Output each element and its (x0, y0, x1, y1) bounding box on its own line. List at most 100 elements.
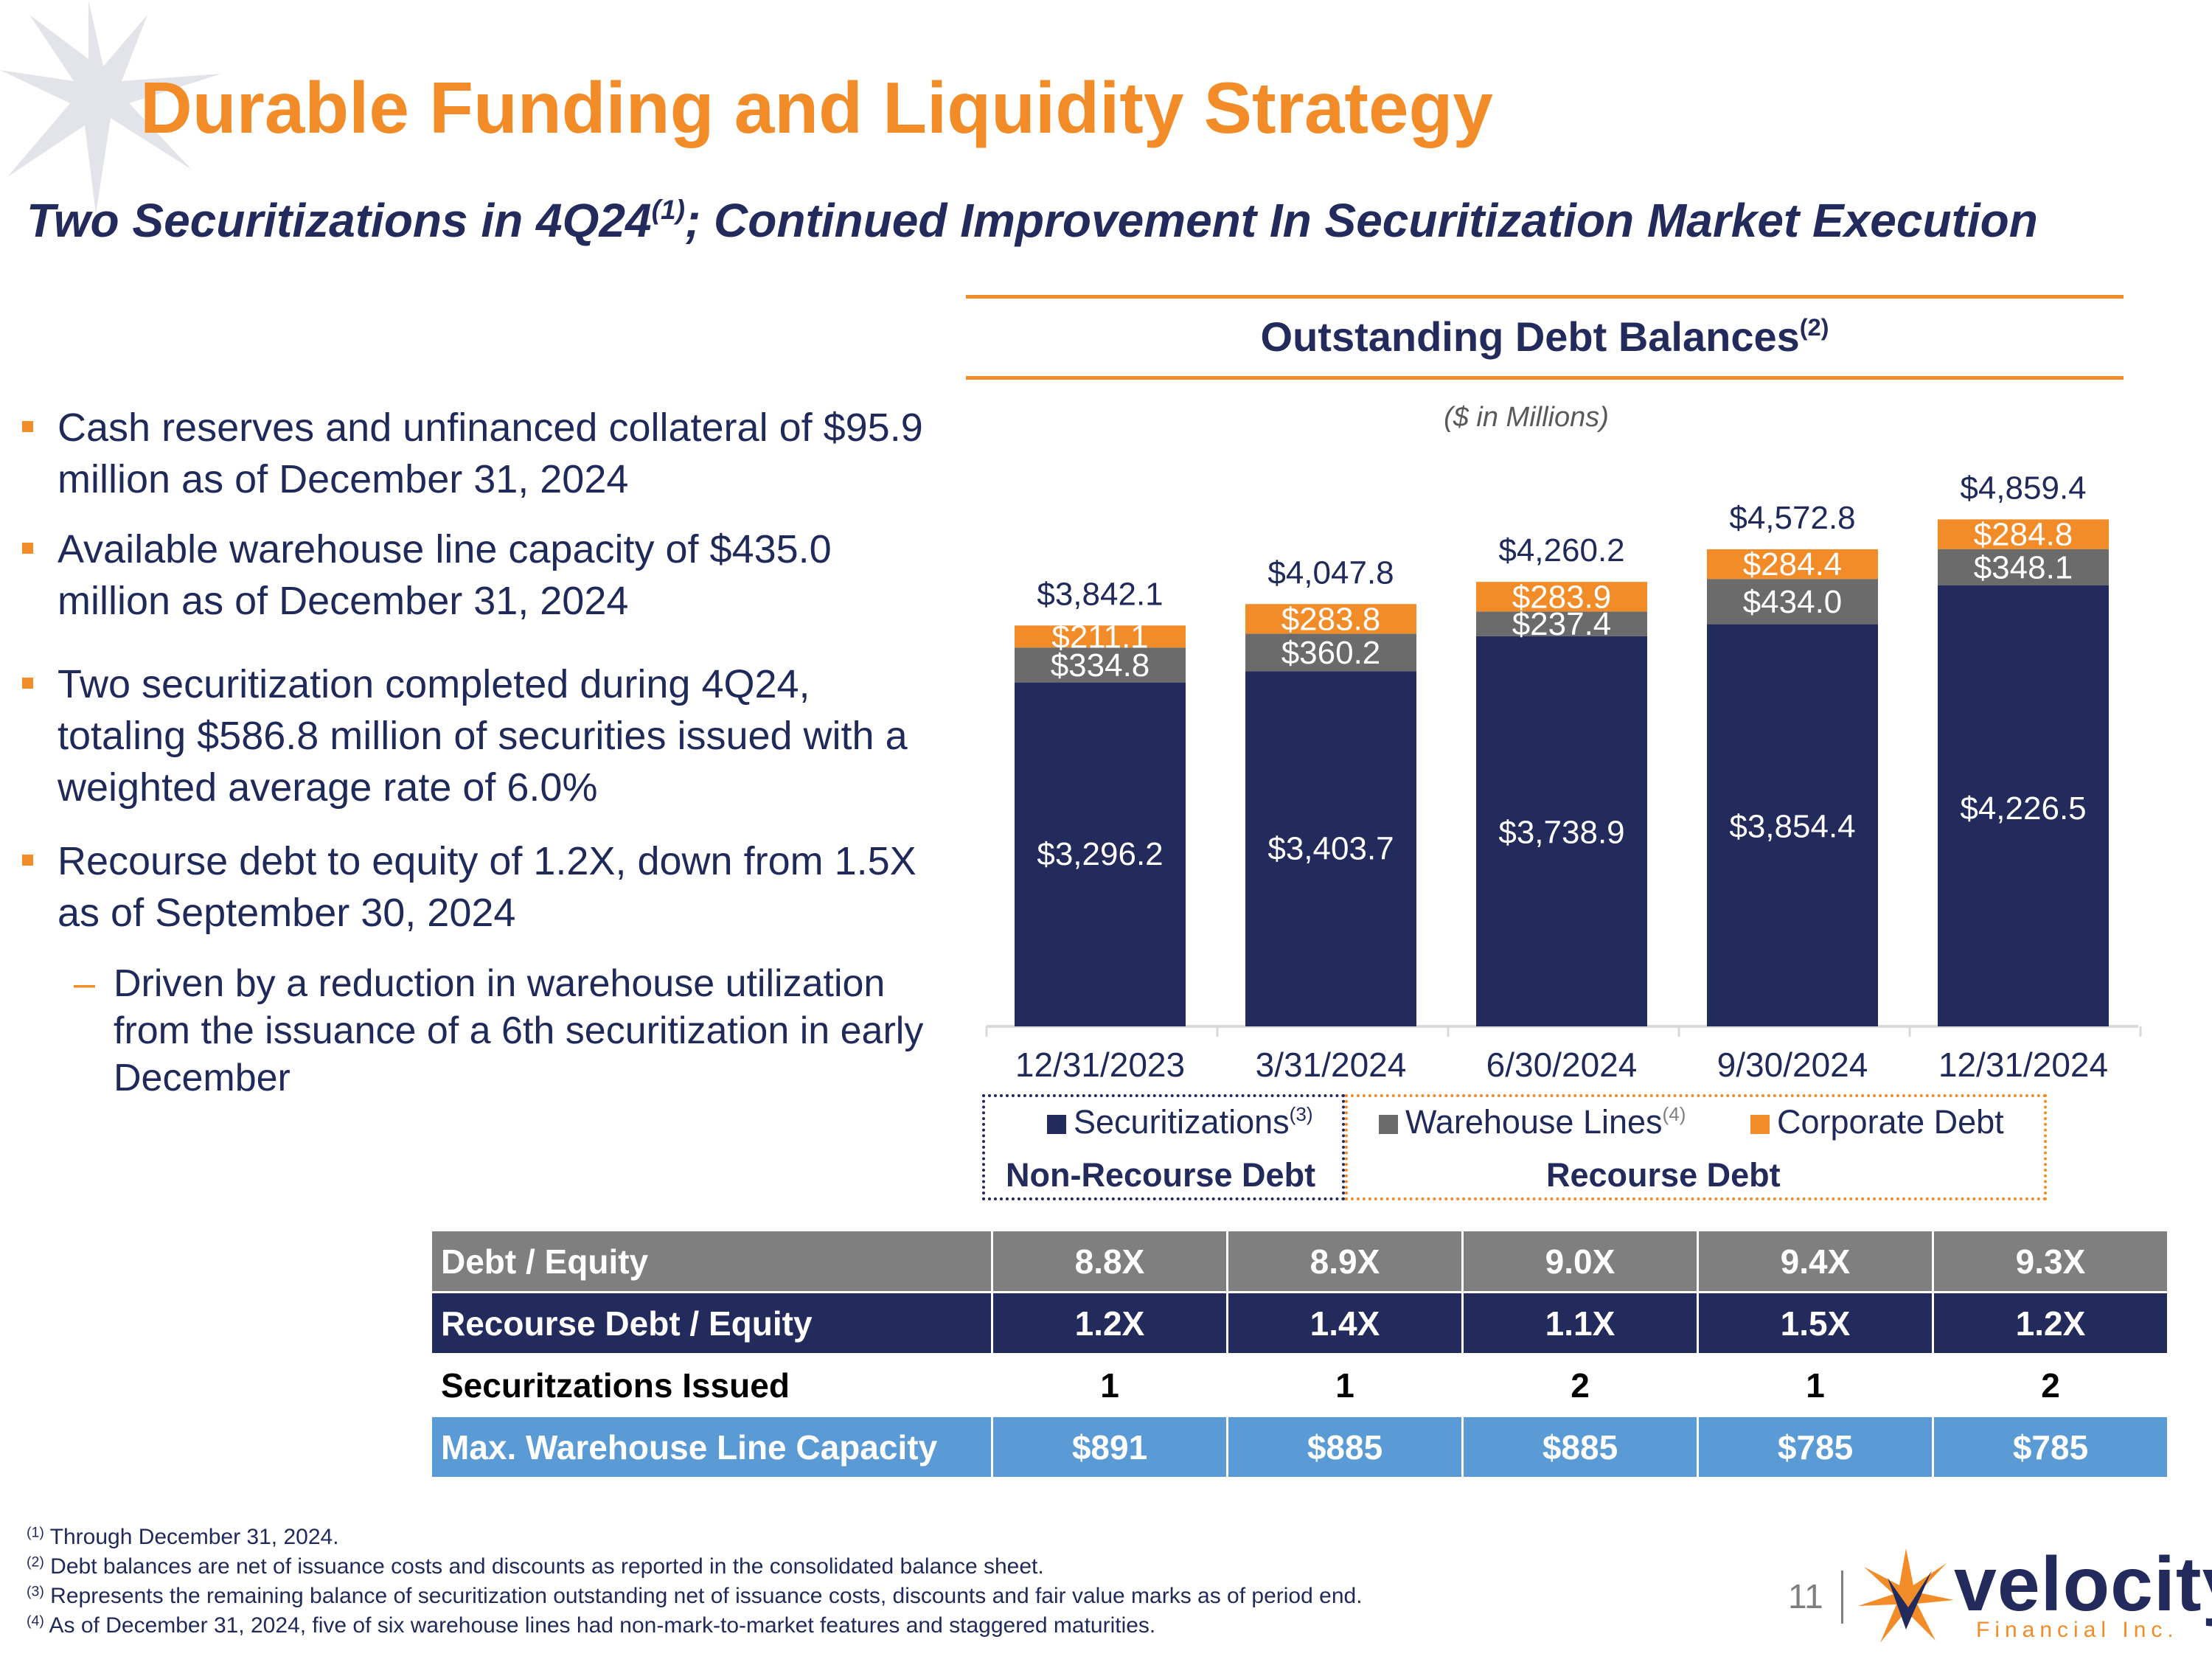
table-cell: 2 (1461, 1353, 1699, 1417)
total-label: $4,572.8 (1729, 500, 1855, 536)
page-subtitle: Two Securitizations in 4Q24(1); Continue… (27, 193, 2038, 248)
table-row: Max. Warehouse Line Capacity $891 $885 $… (430, 1415, 2169, 1479)
bar-segment-warehouse-lines (1476, 611, 1647, 636)
x-tick-label: 3/31/2024 (1256, 1046, 1407, 1084)
data-label: $284.4 (1743, 546, 1843, 582)
legend-label: Securitizations (1074, 1103, 1290, 1141)
page-number: 11 (1788, 1577, 1823, 1615)
bar-segment-corporate-debt (1938, 519, 2109, 549)
velocity-star-logo-icon (1858, 1548, 1954, 1643)
legend-swatch (1750, 1115, 1770, 1134)
legend-item-corporate-debt: Corporate Debt (1750, 1103, 2004, 1141)
total-label: $4,260.2 (1498, 532, 1624, 568)
bar-segment-corporate-debt (1245, 604, 1416, 634)
table-cell: $885 (1226, 1415, 1464, 1479)
page-title: Durable Funding and Liquidity Strategy (140, 67, 1493, 148)
footnote-sup: (4) (27, 1613, 44, 1630)
bullet-square-icon (22, 421, 33, 432)
data-label: $3,738.9 (1498, 814, 1624, 850)
table-row: Recourse Debt / Equity 1.2X 1.4X 1.1X 1.… (430, 1291, 2169, 1355)
bullet-item: Available warehouse line capacity of $43… (22, 524, 929, 627)
table-row: Debt / Equity 8.8X 8.9X 9.0X 9.4X 9.3X (430, 1229, 2169, 1293)
table-cell: 1.4X (1226, 1291, 1464, 1355)
legend-swatch (1047, 1115, 1066, 1134)
table-cell: 1.2X (1932, 1291, 2169, 1355)
table-cell: 1 (1226, 1353, 1464, 1417)
data-label: $284.8 (1974, 517, 2073, 553)
chart-heading: Outstanding Debt Balances(2) (966, 313, 2124, 361)
footnote-text: Through December 31, 2024. (44, 1525, 339, 1549)
footnote-text: Debt balances are net of issuance costs … (44, 1554, 1044, 1579)
data-label: $3,296.2 (1037, 836, 1163, 872)
data-label: $3,854.4 (1729, 809, 1855, 845)
bar-segment-warehouse-lines (1015, 647, 1186, 683)
heading-rule-top (966, 295, 2124, 299)
x-tick-label: 9/30/2024 (1717, 1046, 1868, 1084)
x-tick-label: 12/31/2023 (1015, 1046, 1185, 1084)
bar-segment-securitizations (1245, 671, 1416, 1026)
table-cell: 2 (1932, 1353, 2169, 1417)
bullet-item: Two securitization completed during 4Q24… (22, 658, 929, 813)
bar-segment-warehouse-lines (1938, 549, 2109, 585)
bar-segment-corporate-debt (1707, 549, 1878, 580)
table-cell: 1.1X (1461, 1291, 1699, 1355)
bar-segment-securitizations (1476, 636, 1647, 1026)
footnote-sup: (2) (27, 1554, 44, 1571)
data-label: $360.2 (1281, 635, 1381, 671)
legend-box-non-recourse (982, 1094, 1345, 1200)
dash-icon: – (74, 962, 95, 1005)
bullet-text: Recourse debt to equity of 1.2X, down fr… (58, 839, 917, 935)
bullet-square-icon (22, 678, 33, 689)
footnote: (3) Represents the remaining balance of … (27, 1584, 1363, 1609)
legend-box-recourse (1345, 1094, 2047, 1200)
subtitle-post: ; Continued Improvement In Securitizatio… (684, 194, 2038, 247)
footnote: (1) Through December 31, 2024. (27, 1525, 339, 1550)
subtitle-sup: (1) (651, 193, 685, 225)
row-label: Max. Warehouse Line Capacity (430, 1415, 993, 1479)
footnote-text: As of December 31, 2024, five of six war… (44, 1613, 1156, 1638)
total-label: $3,842.1 (1037, 576, 1163, 612)
table-cell: 9.4X (1697, 1229, 1934, 1293)
subtitle-pre: Two Securitizations in 4Q24 (27, 194, 652, 247)
legend-item-warehouse-lines: Warehouse Lines(4) (1379, 1103, 1686, 1141)
table-cell: 9.0X (1461, 1229, 1699, 1293)
table-cell: 1.2X (991, 1291, 1228, 1355)
table-cell: $785 (1932, 1415, 2169, 1479)
data-label: $211.1 (1051, 619, 1148, 655)
chart-heading-sup: (2) (1799, 313, 1829, 341)
table-cell: 1 (991, 1353, 1228, 1417)
table-cell: 1.5X (1697, 1291, 1934, 1355)
logo-wordmark: velocity (1954, 1542, 2212, 1627)
bullet-square-icon (22, 855, 33, 866)
footnote: (4) As of December 31, 2024, five of six… (27, 1613, 1155, 1638)
sub-bullet-text: Driven by a reduction in warehouse utili… (114, 962, 924, 1099)
logo-subtitle: Financial Inc. (1976, 1618, 2179, 1642)
x-tick-label: 6/30/2024 (1486, 1046, 1638, 1084)
bar-segment-warehouse-lines (1245, 633, 1416, 672)
table-cell: 1 (1697, 1353, 1934, 1417)
data-label: $348.1 (1974, 549, 2073, 585)
bar-segment-corporate-debt (1015, 625, 1186, 648)
table-cell: 8.9X (1226, 1229, 1464, 1293)
row-label: Debt / Equity (430, 1229, 993, 1293)
table-cell: $885 (1461, 1415, 1699, 1479)
legend-label: Corporate Debt (1777, 1103, 2004, 1141)
data-label: $334.8 (1051, 647, 1150, 684)
total-label: $4,047.8 (1267, 554, 1394, 591)
data-label: $4,226.5 (1960, 790, 2086, 827)
row-label: Recourse Debt / Equity (430, 1291, 993, 1355)
legend-label: Warehouse Lines (1405, 1103, 1663, 1141)
bullet-item: Recourse debt to equity of 1.2X, down fr… (22, 835, 929, 939)
bullet-text: Two securitization completed during 4Q24… (58, 662, 908, 810)
star-burst-icon (0, 0, 221, 214)
x-tick-label: 12/31/2024 (1938, 1046, 2108, 1084)
bar-segment-warehouse-lines (1707, 579, 1878, 625)
page-divider (1841, 1571, 1843, 1624)
table-cell: $785 (1697, 1415, 1934, 1479)
metrics-table: Debt / Equity 8.8X 8.9X 9.0X 9.4X 9.3X R… (430, 1229, 2169, 1479)
data-label: $283.9 (1512, 579, 1612, 615)
bullet-square-icon (22, 543, 33, 554)
bar-segment-securitizations (1015, 682, 1186, 1026)
legend-sup: (4) (1662, 1103, 1686, 1126)
